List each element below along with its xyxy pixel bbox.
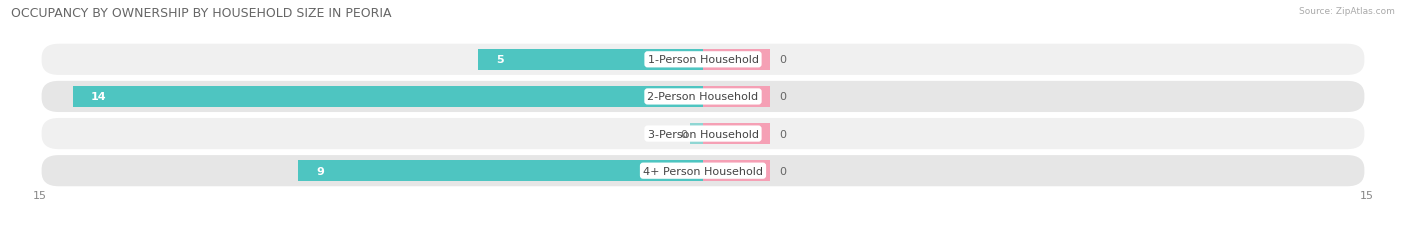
Text: Source: ZipAtlas.com: Source: ZipAtlas.com <box>1299 7 1395 16</box>
Bar <box>478 49 703 71</box>
Text: 5: 5 <box>496 55 503 65</box>
Text: 0: 0 <box>779 55 786 65</box>
Bar <box>703 160 770 182</box>
Bar <box>689 123 703 145</box>
Text: 1-Person Household: 1-Person Household <box>648 55 758 65</box>
Text: OCCUPANCY BY OWNERSHIP BY HOUSEHOLD SIZE IN PEORIA: OCCUPANCY BY OWNERSHIP BY HOUSEHOLD SIZE… <box>11 7 392 20</box>
Bar <box>703 86 770 108</box>
Text: 9: 9 <box>316 166 323 176</box>
FancyBboxPatch shape <box>42 45 1364 76</box>
Text: 0: 0 <box>779 129 786 139</box>
Text: 3-Person Household: 3-Person Household <box>648 129 758 139</box>
Text: 4+ Person Household: 4+ Person Household <box>643 166 763 176</box>
FancyBboxPatch shape <box>42 119 1364 149</box>
FancyBboxPatch shape <box>42 155 1364 186</box>
Bar <box>703 49 770 71</box>
Text: 15: 15 <box>1360 190 1374 200</box>
Bar <box>298 160 703 182</box>
Text: 2-Person Household: 2-Person Household <box>647 92 759 102</box>
FancyBboxPatch shape <box>42 82 1364 112</box>
Text: 0: 0 <box>681 129 688 139</box>
Bar <box>73 86 703 108</box>
Text: 0: 0 <box>779 92 786 102</box>
Text: 15: 15 <box>32 190 46 200</box>
Bar <box>703 123 770 145</box>
Text: 0: 0 <box>779 166 786 176</box>
Text: 14: 14 <box>91 92 107 102</box>
